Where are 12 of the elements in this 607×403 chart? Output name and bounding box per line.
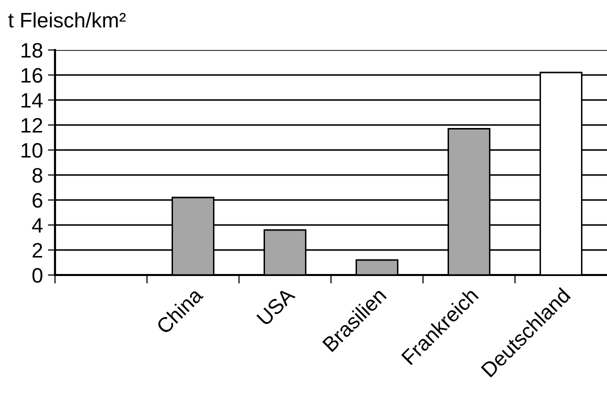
y-axis-title: t Fleisch/km² — [8, 12, 126, 28]
x-tick-label: USA — [256, 286, 296, 326]
y-tick-label: 8 — [32, 168, 42, 183]
y-tick-label: 0 — [32, 268, 42, 283]
y-tick-label: 6 — [32, 193, 42, 208]
y-tick-label: 2 — [32, 243, 42, 258]
y-tick-label: 14 — [22, 93, 43, 108]
y-tick-label: 10 — [22, 143, 42, 158]
y-tick-label: 12 — [22, 118, 42, 133]
y-tick-label: 18 — [22, 43, 42, 58]
y-tick-label: 16 — [22, 68, 42, 83]
y-tick-label: 4 — [32, 218, 43, 233]
